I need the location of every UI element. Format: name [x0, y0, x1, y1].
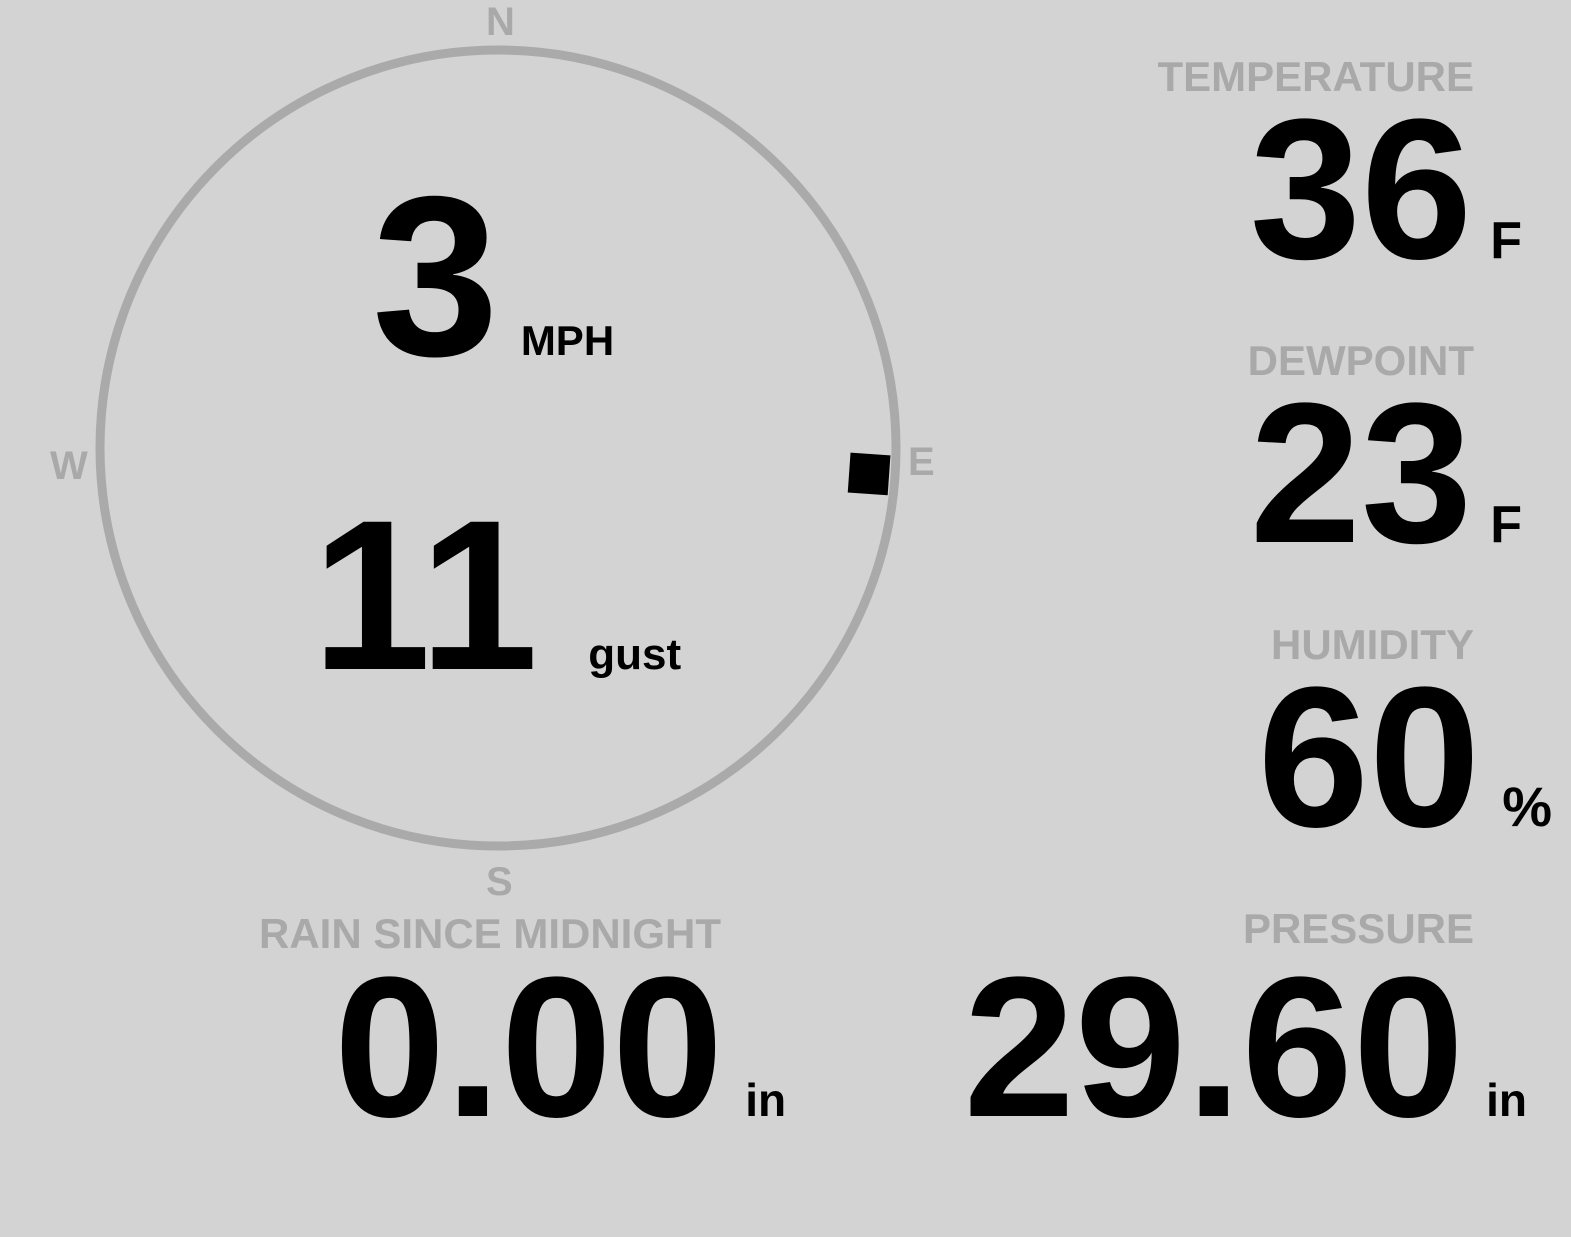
compass-ring — [95, 45, 901, 851]
pressure-value: 29.60 — [963, 936, 1465, 1159]
pressure-label: PRESSURE — [1242, 905, 1474, 952]
pressure-unit: in — [1486, 1074, 1527, 1126]
wind-direction-marker — [847, 452, 891, 496]
compass-south: S — [486, 860, 513, 904]
rain-value: 0.00 — [334, 936, 724, 1159]
wind-gust-value: 11 — [312, 476, 539, 715]
wind-compass — [95, 45, 901, 851]
compass-east: E — [908, 440, 935, 484]
dewpoint-value: 23 — [1249, 362, 1473, 585]
wind-speed-unit: MPH — [520, 317, 615, 364]
wind-gust-label: gust — [588, 630, 682, 679]
compass-north: N — [486, 0, 515, 44]
rain-unit: in — [745, 1074, 787, 1126]
wind-speed-row: 3 MPH — [372, 150, 615, 404]
temperature-value: 36 — [1249, 78, 1473, 301]
dewpoint-label: DEWPOINT — [1247, 337, 1474, 384]
humidity-label: HUMIDITY — [1271, 621, 1474, 668]
pressure-row: 29.60 in — [963, 936, 1527, 1159]
dewpoint-unit: F — [1490, 496, 1522, 554]
wind-speed-value: 3 — [372, 150, 499, 404]
dewpoint-row: 23 F — [1249, 362, 1522, 585]
compass-west: W — [50, 444, 88, 488]
temperature-row: 36 F — [1249, 78, 1522, 301]
rain-label: RAIN SINCE MIDNIGHT — [259, 910, 721, 957]
rain-row: 0.00 in — [334, 936, 787, 1159]
wind-gust-row: 11 gust — [312, 476, 682, 715]
humidity-value: 60 — [1257, 646, 1481, 869]
temperature-label: TEMPERATURE — [1157, 53, 1474, 100]
temperature-unit: F — [1490, 212, 1522, 270]
humidity-row: 60 % — [1257, 646, 1552, 869]
humidity-unit: % — [1502, 775, 1552, 838]
